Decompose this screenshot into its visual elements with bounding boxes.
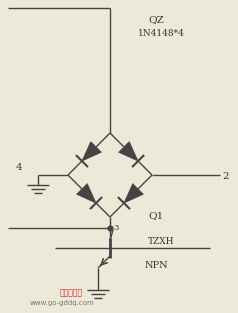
Text: 4: 4 — [16, 163, 23, 172]
Polygon shape — [119, 141, 138, 161]
Polygon shape — [77, 184, 96, 203]
Text: QZ: QZ — [148, 15, 164, 24]
Text: 3: 3 — [113, 224, 118, 232]
Polygon shape — [82, 141, 101, 161]
Polygon shape — [124, 184, 143, 203]
Text: 2: 2 — [222, 172, 229, 181]
Text: NPN: NPN — [145, 261, 169, 270]
Text: www.go-gddq.com: www.go-gddq.com — [30, 300, 95, 306]
Text: TZXH: TZXH — [148, 237, 174, 246]
Text: Q1: Q1 — [148, 211, 163, 220]
Text: 1N4148*4: 1N4148*4 — [138, 29, 185, 38]
Text: 广电电器网: 广电电器网 — [60, 288, 83, 297]
